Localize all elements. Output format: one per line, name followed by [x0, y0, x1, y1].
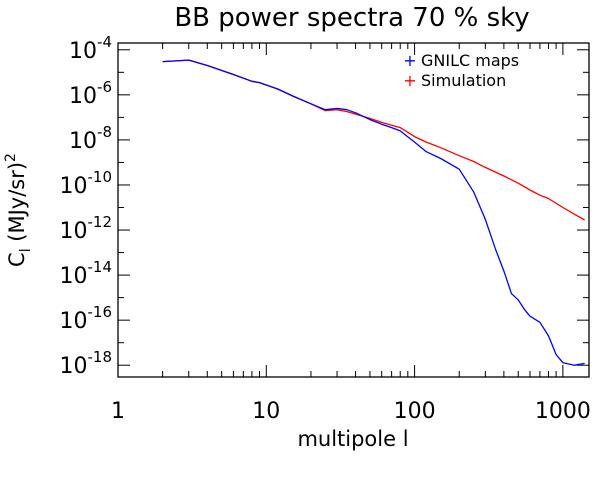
y-tick-mantissa: 10	[60, 174, 88, 199]
y-tick-mantissa: 10	[69, 129, 97, 154]
legend-symbol: +	[403, 51, 416, 70]
y-tick-label: 10-10	[60, 168, 113, 199]
plot-frame	[117, 42, 590, 378]
x-tick-label: 1000	[535, 399, 591, 424]
series-line	[162, 59, 585, 221]
y-tick-exponent: -14	[88, 258, 113, 276]
y-tick-mantissa: 10	[69, 84, 97, 109]
y-tick-label: 10-4	[69, 33, 112, 64]
axis-ticks: 1 10 100 100010-1810-1610-1410-1210-1010-81…	[60, 33, 591, 424]
y-tick-exponent: -6	[97, 78, 112, 96]
y-tick-mantissa: 10	[60, 219, 88, 244]
y-tick-label: 10-12	[60, 213, 113, 244]
legend-label: Simulation	[421, 71, 506, 90]
y-tick-label: 10-18	[60, 348, 113, 379]
y-tick-exponent: -8	[97, 123, 112, 141]
y-tick-exponent: -4	[97, 33, 112, 51]
y-axis-label: Cl (MJy/sr)2	[3, 153, 34, 267]
y-tick-mantissa: 10	[60, 264, 88, 289]
y-tick-mantissa: 10	[60, 309, 88, 334]
y-axis-label-units: (MJy/sr)	[5, 162, 29, 248]
y-tick-mantissa: 10	[60, 354, 88, 379]
y-tick-exponent: -16	[88, 303, 113, 321]
y-axis-label-sup: 2	[3, 153, 19, 162]
legend-symbol: +	[403, 71, 416, 90]
chart-title: BB power spectra 70 % sky	[174, 3, 529, 33]
y-axis-label-sub: l	[18, 248, 34, 252]
series-line	[162, 59, 585, 366]
y-tick-label: 10-16	[60, 303, 113, 334]
x-tick-label: 1	[111, 399, 125, 424]
y-tick-exponent: -12	[88, 213, 113, 231]
y-tick-mantissa: 10	[69, 39, 97, 64]
y-tick-label: 10-8	[69, 123, 112, 154]
legend-label: GNILC maps	[421, 51, 519, 70]
y-tick-label: 10-14	[60, 258, 113, 289]
series-layer	[162, 59, 585, 366]
y-tick-exponent: -10	[88, 168, 113, 186]
x-tick-label: 100	[394, 399, 436, 424]
chart-legend: + GNILC maps + Simulation	[403, 51, 519, 90]
y-axis-label-c: C	[5, 252, 29, 267]
y-tick-exponent: -18	[88, 348, 113, 366]
x-axis-label: multipole l	[297, 427, 408, 451]
x-tick-label: 10	[252, 399, 280, 424]
y-tick-label: 10-6	[69, 78, 112, 109]
